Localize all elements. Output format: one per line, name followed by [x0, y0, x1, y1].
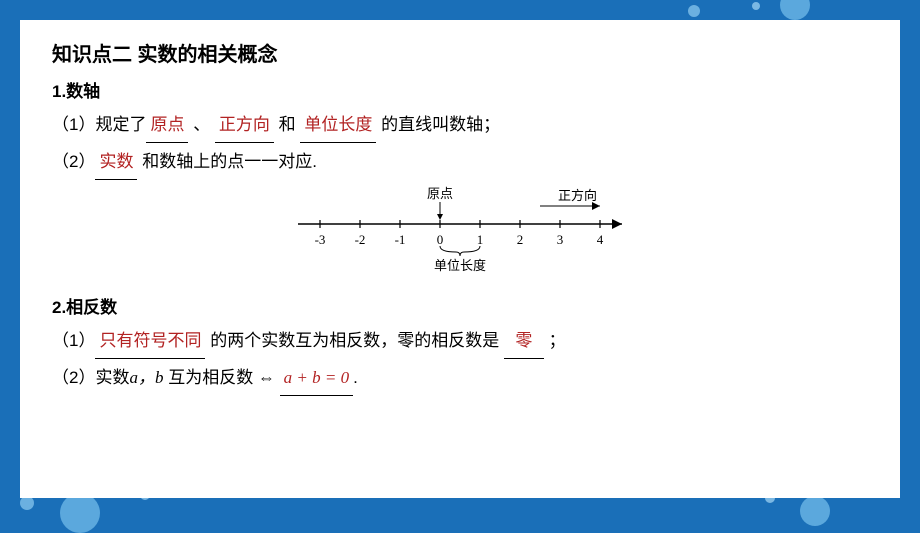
blank-equation: a + b = 0 [280, 361, 353, 396]
section2-line2: （2）实数a，b 互为相反数 ⇔ a + b = 0. [52, 361, 868, 396]
text: 、 [188, 115, 214, 134]
text: 互为相反数 ⇔ [163, 368, 279, 387]
blank-direction: 正方向 [215, 108, 274, 143]
text: 的两个实数互为相反数，零的相反数是 [205, 331, 503, 350]
text: . [353, 368, 358, 387]
number-line-diagram: -3 -2 -1 0 1 2 3 4 原点 正方向单位长度 [52, 184, 868, 279]
blank-sign: 只有符号不同 [95, 324, 205, 359]
text: 和 [274, 115, 300, 134]
section1-line2: （2）实数 和数轴上的点一一对应. [52, 145, 868, 180]
decor-dot [20, 496, 34, 510]
blank-real: 实数 [95, 145, 137, 180]
text: （1）规定了 [52, 115, 146, 134]
section1-head: 1.数轴 [52, 77, 868, 102]
section2-head: 2.相反数 [52, 293, 868, 318]
slide-content: 知识点二 实数的相关概念 1.数轴 （1）规定了原点 、 正方向 和 单位长度 … [20, 20, 900, 498]
svg-text:0: 0 [437, 232, 444, 247]
text: （2） [52, 152, 95, 171]
blank-unit: 单位长度 [300, 108, 376, 143]
svg-text:4: 4 [597, 232, 604, 247]
blank-zero: 零 [504, 324, 544, 359]
decor-dot [688, 5, 700, 17]
text: ； [544, 331, 566, 350]
svg-text:原点: 原点 [427, 186, 453, 201]
decor-dot [780, 0, 810, 20]
svg-text:-1: -1 [395, 232, 406, 247]
section1-line1: （1）规定了原点 、 正方向 和 单位长度 的直线叫数轴； [52, 108, 868, 143]
svg-text:单位长度: 单位长度 [434, 258, 486, 273]
svg-text:-2: -2 [355, 232, 366, 247]
text: （1） [52, 331, 95, 350]
number-line-svg: -3 -2 -1 0 1 2 3 4 原点 正方向单位长度 [280, 184, 640, 274]
decor-dot [752, 2, 760, 10]
page-title: 知识点二 实数的相关概念 [52, 38, 868, 67]
section2-line1: （1）只有符号不同 的两个实数互为相反数，零的相反数是 零 ； [52, 324, 868, 359]
text: （2）实数 [52, 368, 129, 387]
vars-ab: a，b [129, 368, 163, 387]
svg-text:2: 2 [517, 232, 524, 247]
svg-text:1: 1 [477, 232, 484, 247]
svg-text:-3: -3 [315, 232, 326, 247]
svg-text:正方向: 正方向 [558, 188, 597, 203]
svg-text:3: 3 [557, 232, 564, 247]
text: 的直线叫数轴； [376, 115, 500, 134]
decor-dot [800, 496, 830, 526]
blank-origin: 原点 [146, 108, 188, 143]
text: 和数轴上的点一一对应. [137, 152, 316, 171]
decor-dot [60, 493, 100, 533]
